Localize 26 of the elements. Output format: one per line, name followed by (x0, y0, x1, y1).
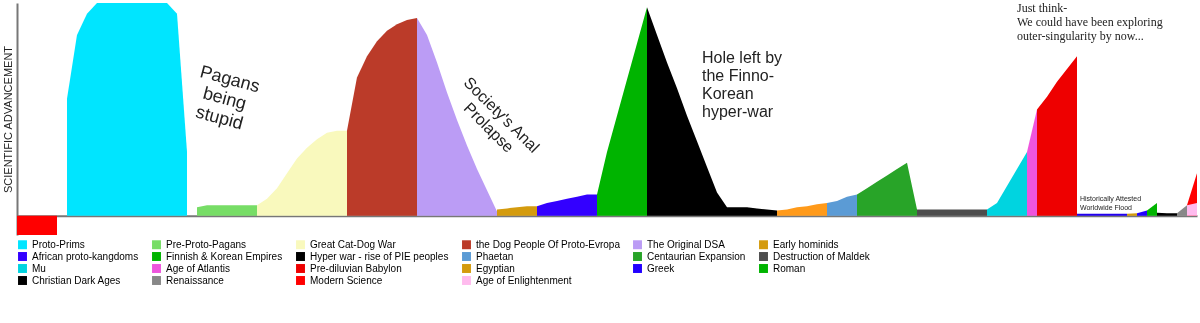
legend-label: Early hominids (773, 238, 839, 250)
legend-label: Age of Atlantis (166, 262, 230, 274)
legend-label: Egyptian (476, 262, 515, 274)
legend-label: Pre-Proto-Pagans (166, 238, 247, 250)
legend-label: Renaissance (166, 274, 225, 286)
legend-label: Phaetan (476, 250, 514, 262)
legend-label: Modern Science (310, 274, 383, 286)
annotation: Pagans being stupid (193, 61, 263, 134)
legend-label: Greek (647, 262, 676, 274)
legend-label: Centaurian Expansion (647, 250, 746, 262)
legend-label: Finnish & Korean Empires (166, 250, 283, 262)
annotation: Hole left by the Finno- Korean hyper-war (702, 48, 783, 120)
legend-label: Great Cat-Dog War (310, 238, 397, 250)
legend-label: The Original DSA (647, 238, 726, 250)
legend-label: Roman (773, 262, 806, 274)
y-axis-title: SCIENTIFIC ADVANCEMENT (1, 45, 14, 194)
legend-label: Destruction of Maldek (773, 250, 871, 262)
legend-label: Mu (32, 262, 46, 274)
legend-label: Proto-Prims (32, 238, 85, 250)
legend-label: Pre-diluvian Babylon (310, 262, 402, 274)
legend-label: African proto-kangdoms (32, 250, 139, 262)
annotation: Just think- We could have been exploring outer-singularity by now... (1017, 1, 1163, 43)
legend-label: Age of Enlightenment (476, 274, 572, 286)
legend-label: Christian Dark Ages (32, 274, 121, 286)
legend-label: the Dog People Of Proto-Evropa (476, 238, 621, 250)
legend-label: Hyper war - rise of PIE peoples (310, 250, 449, 262)
